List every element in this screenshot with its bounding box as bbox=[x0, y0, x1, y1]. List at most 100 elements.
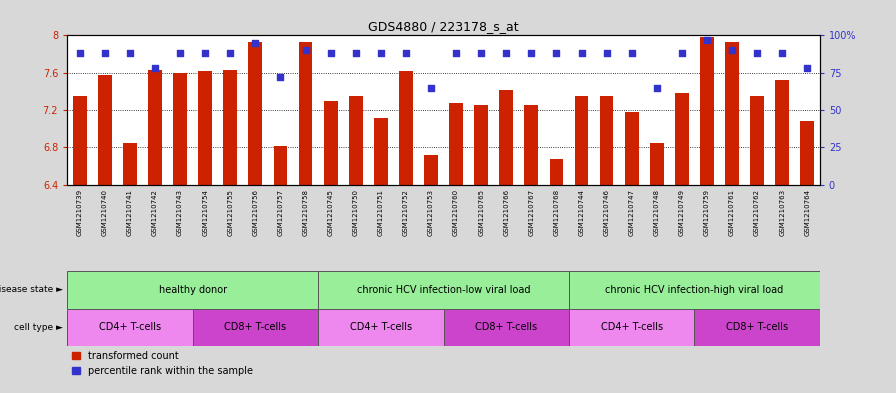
Text: CD8+ T-cells: CD8+ T-cells bbox=[475, 322, 538, 332]
Point bbox=[725, 47, 739, 53]
Text: chronic HCV infection-high viral load: chronic HCV infection-high viral load bbox=[606, 285, 783, 295]
Text: GSM1210758: GSM1210758 bbox=[303, 189, 308, 236]
Bar bbox=[374, 118, 388, 185]
Text: GSM1210743: GSM1210743 bbox=[177, 189, 183, 236]
Bar bbox=[625, 112, 639, 185]
Bar bbox=[67, 309, 193, 346]
Point bbox=[349, 50, 363, 57]
Point bbox=[424, 84, 438, 91]
Bar bbox=[318, 271, 569, 309]
Point bbox=[173, 50, 187, 57]
Point bbox=[298, 47, 313, 53]
Point bbox=[625, 50, 639, 57]
Bar bbox=[650, 143, 664, 185]
Text: GSM1210762: GSM1210762 bbox=[754, 189, 760, 236]
Text: GSM1210766: GSM1210766 bbox=[504, 189, 509, 236]
Bar bbox=[549, 158, 564, 185]
Bar bbox=[349, 96, 363, 185]
Text: GSM1210764: GSM1210764 bbox=[805, 189, 810, 236]
Text: GSM1210751: GSM1210751 bbox=[378, 189, 383, 236]
Text: GSM1210750: GSM1210750 bbox=[353, 189, 358, 236]
Text: chronic HCV infection-low viral load: chronic HCV infection-low viral load bbox=[357, 285, 530, 295]
Bar bbox=[524, 105, 538, 185]
Text: GSM1210742: GSM1210742 bbox=[152, 189, 158, 236]
Bar bbox=[323, 101, 338, 185]
Text: CD8+ T-cells: CD8+ T-cells bbox=[224, 322, 287, 332]
Point bbox=[775, 50, 789, 57]
Text: GSM1210740: GSM1210740 bbox=[102, 189, 108, 236]
Text: disease state ►: disease state ► bbox=[0, 285, 63, 294]
Point bbox=[374, 50, 388, 57]
Bar bbox=[499, 90, 513, 185]
Text: GSM1210763: GSM1210763 bbox=[780, 189, 785, 236]
Point bbox=[148, 65, 162, 72]
Bar bbox=[273, 145, 288, 185]
Bar bbox=[694, 309, 820, 346]
Text: GSM1210748: GSM1210748 bbox=[654, 189, 659, 236]
Point bbox=[198, 50, 212, 57]
Text: GSM1210754: GSM1210754 bbox=[202, 189, 208, 236]
Bar bbox=[298, 42, 313, 185]
Bar bbox=[223, 70, 237, 185]
Bar bbox=[67, 271, 318, 309]
Legend: transformed count, percentile rank within the sample: transformed count, percentile rank withi… bbox=[72, 351, 253, 376]
Bar bbox=[444, 309, 569, 346]
Text: GSM1210755: GSM1210755 bbox=[228, 189, 233, 236]
Bar bbox=[574, 96, 589, 185]
Bar bbox=[750, 96, 764, 185]
Point bbox=[675, 50, 689, 57]
Point bbox=[399, 50, 413, 57]
Bar bbox=[73, 96, 87, 185]
Point bbox=[223, 50, 237, 57]
Bar bbox=[800, 121, 814, 185]
Point bbox=[449, 50, 463, 57]
Text: CD4+ T-cells: CD4+ T-cells bbox=[349, 322, 412, 332]
Point bbox=[73, 50, 87, 57]
Point bbox=[98, 50, 112, 57]
Text: CD4+ T-cells: CD4+ T-cells bbox=[600, 322, 663, 332]
Text: GSM1210741: GSM1210741 bbox=[127, 189, 133, 236]
Point bbox=[524, 50, 538, 57]
Point bbox=[273, 74, 288, 80]
Bar bbox=[148, 70, 162, 185]
Bar bbox=[599, 96, 614, 185]
Point bbox=[474, 50, 488, 57]
Text: GSM1210761: GSM1210761 bbox=[729, 189, 735, 236]
Bar bbox=[198, 71, 212, 185]
Bar bbox=[474, 105, 488, 185]
Text: GSM1210759: GSM1210759 bbox=[704, 189, 710, 236]
Text: GSM1210757: GSM1210757 bbox=[278, 189, 283, 236]
Bar bbox=[399, 71, 413, 185]
Text: healthy donor: healthy donor bbox=[159, 285, 227, 295]
Text: GSM1210739: GSM1210739 bbox=[77, 189, 82, 236]
Text: GSM1210765: GSM1210765 bbox=[478, 189, 484, 236]
Text: cell type ►: cell type ► bbox=[13, 323, 63, 332]
Text: GSM1210767: GSM1210767 bbox=[529, 189, 534, 236]
Point bbox=[574, 50, 589, 57]
Text: GSM1210753: GSM1210753 bbox=[428, 189, 434, 236]
Bar bbox=[569, 271, 820, 309]
Point bbox=[800, 65, 814, 72]
Bar bbox=[424, 155, 438, 185]
Point bbox=[123, 50, 137, 57]
Text: GSM1210752: GSM1210752 bbox=[403, 189, 409, 236]
Bar bbox=[449, 103, 463, 185]
Text: GSM1210760: GSM1210760 bbox=[453, 189, 459, 236]
Bar bbox=[123, 143, 137, 185]
Point bbox=[650, 84, 664, 91]
Text: GSM1210749: GSM1210749 bbox=[679, 189, 685, 236]
Bar bbox=[248, 42, 263, 185]
Bar bbox=[675, 93, 689, 185]
Title: GDS4880 / 223178_s_at: GDS4880 / 223178_s_at bbox=[368, 20, 519, 33]
Point bbox=[499, 50, 513, 57]
Text: GSM1210744: GSM1210744 bbox=[579, 189, 584, 236]
Point bbox=[599, 50, 614, 57]
Bar bbox=[775, 80, 789, 185]
Bar bbox=[700, 37, 714, 185]
Text: GSM1210746: GSM1210746 bbox=[604, 189, 609, 236]
Point bbox=[549, 50, 564, 57]
Text: GSM1210747: GSM1210747 bbox=[629, 189, 634, 236]
Text: CD8+ T-cells: CD8+ T-cells bbox=[726, 322, 788, 332]
Text: GSM1210745: GSM1210745 bbox=[328, 189, 333, 236]
Text: GSM1210768: GSM1210768 bbox=[554, 189, 559, 236]
